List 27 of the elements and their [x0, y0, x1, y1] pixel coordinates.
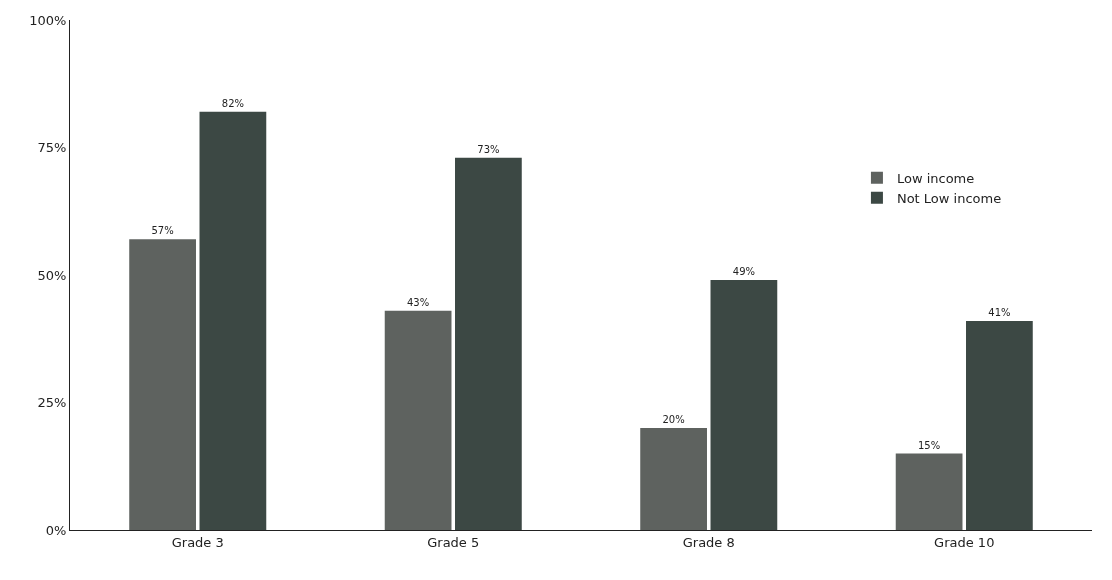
- legend-label: Low income: [896, 170, 975, 186]
- bar: [384, 310, 452, 530]
- x-tick-label: Grade 5: [427, 534, 480, 550]
- data-label: 15%: [918, 439, 941, 451]
- bar: [895, 453, 963, 530]
- y-tick-label: 0%: [45, 522, 67, 538]
- legend-label: Not Low income: [896, 190, 1002, 206]
- x-tick-label: Grade 3: [171, 534, 224, 550]
- bar: [640, 428, 707, 530]
- data-label: 82%: [221, 97, 244, 109]
- y-tick-label: 50%: [37, 267, 67, 283]
- data-label: 73%: [477, 143, 500, 155]
- data-label: 20%: [662, 414, 685, 425]
- y-tick-label: 75%: [37, 140, 67, 156]
- data-label: 43%: [407, 296, 430, 308]
- bar: [710, 280, 778, 530]
- bar: [455, 157, 522, 530]
- y-tick-label: 100%: [29, 12, 67, 28]
- x-tick-label: Grade 10: [934, 534, 995, 550]
- bar: [129, 239, 196, 530]
- data-label: 49%: [732, 266, 755, 278]
- bar: [966, 320, 1033, 530]
- y-tick-label: 25%: [37, 395, 67, 411]
- data-label: 57%: [151, 225, 174, 237]
- bar: [199, 111, 267, 530]
- x-tick-label: Grade 8: [682, 534, 735, 550]
- data-label: 41%: [988, 306, 1011, 318]
